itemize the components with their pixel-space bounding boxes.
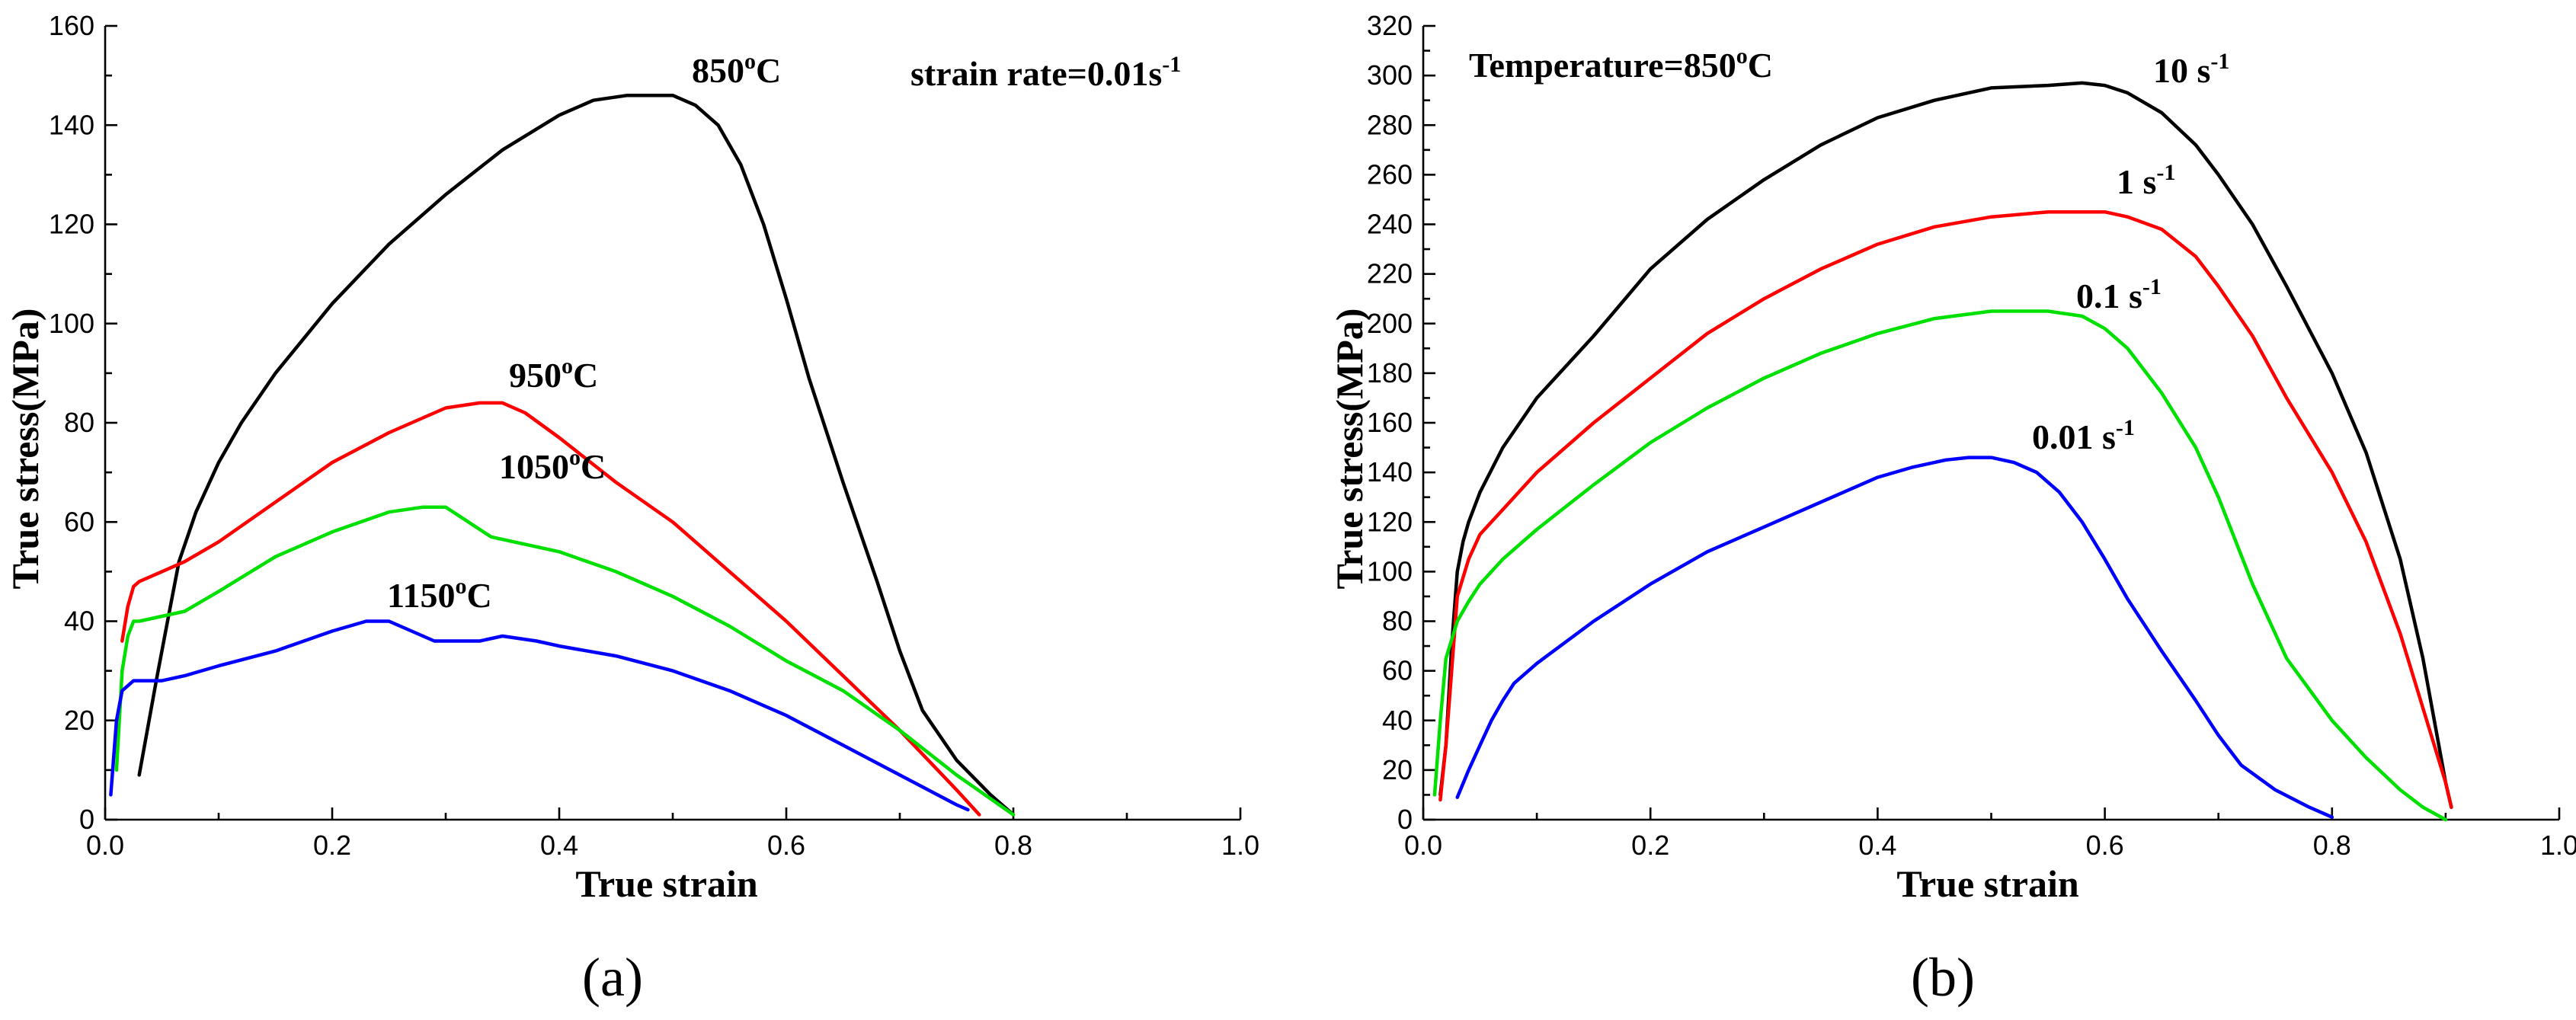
series-line-850-C [137,93,1016,817]
x-tick-label: 0.4 [540,830,578,861]
y-tick-label: 60 [64,506,94,537]
series-line-1-s-1 [1438,209,2453,809]
y-tick-label: 20 [64,705,94,736]
series-line-950-C [120,401,981,817]
panel-label-a: (a) [582,947,643,1008]
annotation-strain-rate: strain rate=0.01s-1 [910,52,1181,93]
y-tick-label: 180 [1367,357,1413,388]
series-label-1050C: 1050oC [499,445,606,486]
series-label-950C: 950oC [509,353,598,395]
annotation-strain-rate-main: strain rate=0.01s [910,54,1162,93]
x-tick-label: 0.6 [767,830,805,861]
series-label-10s: 10 s-1 [2153,49,2229,90]
x-tick-label: 0.2 [313,830,351,861]
series-line-10-s-1 [1438,81,2453,809]
y-tick-label: 140 [1367,456,1413,488]
y-tick-label: 100 [1367,555,1413,587]
series-label-1s: 1 s-1 [2117,160,2175,201]
series-line-1050-C [114,505,1016,817]
series-label-850C: 850oC [692,49,781,90]
y-tick-label: 0 [1397,804,1413,835]
y-tick-label: 0 [79,804,94,835]
annotation-temperature: Temperature=850oC [1469,43,1773,85]
y-tick-label: 120 [1367,506,1413,537]
series-label-0.1s: 0.1 s-1 [2076,274,2162,315]
y-tick-label: 280 [1367,109,1413,140]
y-tick-label: 200 [1367,308,1413,339]
y-tick-label: 60 [1382,655,1413,686]
plot-elements-a: 0.0 0.2 0.4 0.6 0.8 1.0 0 20 40 60 80 100 120 140 160 [49,10,1259,861]
y-tick-label: 320 [1367,10,1413,41]
x-tick-label: 1.0 [1221,830,1259,861]
series-line-0.01-s-1 [1455,456,2334,819]
x-tick-label: 0.0 [1404,830,1442,861]
panel-label-b: (b) [1911,947,1975,1008]
y-axis-title-a: True stress(MPa) [4,309,46,590]
x-tick-label: 0.6 [2086,830,2124,861]
plot-elements-b: 0.0 0.2 0.4 0.6 0.8 1.0 0 20 40 60 80 100 120 140 160 1… [1367,10,2576,861]
x-tick-label: 1.0 [2540,830,2576,861]
x-tick-label: 0.8 [2313,830,2351,861]
x-axis-title-b: True strain [1896,862,2079,905]
y-tick-label: 140 [49,109,94,140]
y-tick-label: 260 [1367,158,1413,190]
y-tick-label: 80 [1382,606,1413,637]
annotation-strain-rate-sup: -1 [1162,52,1181,77]
y-tick-label: 240 [1367,209,1413,240]
y-tick-label: 80 [64,407,94,438]
y-tick-label: 120 [49,209,94,240]
x-tick-label: 0.4 [1858,830,1896,861]
x-tick-label: 0.2 [1631,830,1669,861]
y-tick-label: 20 [1382,754,1413,785]
y-tick-label: 40 [1382,705,1413,736]
chart-panel-a: 0.0 0.2 0.4 0.6 0.8 1.0020406080100120140160 … [4,10,1259,1008]
y-axis-title-b: True stress(MPa) [1328,309,1371,590]
chart-panel-b: 0.0 0.2 0.4 0.6 0.8 1.0 0 20 40 60 80 100 120 140 160 1… [1328,10,2576,1008]
x-tick-label: 0.8 [994,830,1032,861]
x-axis-title-a: True strain [575,862,758,905]
y-tick-label: 220 [1367,258,1413,289]
series-line-1150-C [109,619,970,812]
y-tick-label: 160 [1367,407,1413,438]
y-tick-label: 300 [1367,59,1413,91]
series-label-1150C: 1150oC [387,574,492,615]
x-tick-label: 0.0 [86,830,124,861]
y-tick-label: 100 [49,308,94,339]
y-tick-label: 160 [49,10,94,41]
y-tick-label: 40 [64,606,94,637]
series-label-0.01s: 0.01 s-1 [2032,415,2135,456]
series-line-0.1-s-1 [1432,309,2448,822]
